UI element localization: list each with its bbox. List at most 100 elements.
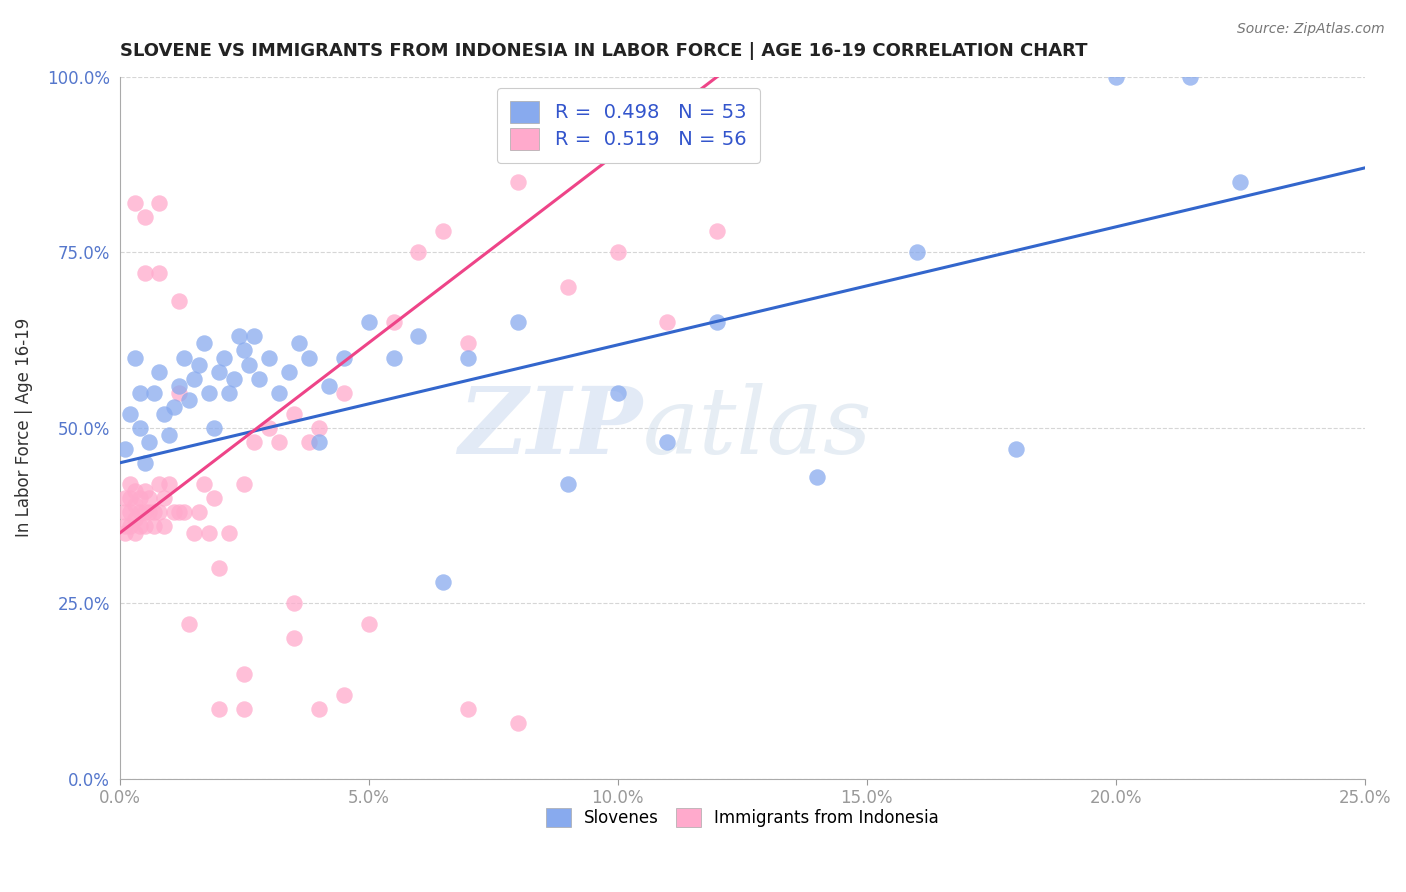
- Point: [706, 224, 728, 238]
- Point: [153, 491, 176, 505]
- Point: [114, 442, 136, 456]
- Point: [208, 701, 231, 715]
- Point: [153, 407, 176, 421]
- Point: [163, 400, 186, 414]
- Point: [1005, 442, 1028, 456]
- Point: [506, 175, 529, 189]
- Point: [128, 421, 150, 435]
- Point: [208, 561, 231, 575]
- Point: [432, 575, 454, 590]
- Point: [267, 434, 290, 449]
- Point: [138, 491, 160, 505]
- Point: [114, 505, 136, 519]
- Point: [233, 701, 256, 715]
- Text: SLOVENE VS IMMIGRANTS FROM INDONESIA IN LABOR FORCE | AGE 16-19 CORRELATION CHAR: SLOVENE VS IMMIGRANTS FROM INDONESIA IN …: [120, 42, 1087, 60]
- Point: [138, 434, 160, 449]
- Point: [208, 365, 231, 379]
- Point: [298, 351, 321, 365]
- Point: [233, 343, 256, 358]
- Point: [134, 483, 156, 498]
- Point: [657, 434, 679, 449]
- Point: [114, 526, 136, 541]
- Point: [506, 315, 529, 329]
- Point: [183, 526, 205, 541]
- Point: [382, 315, 405, 329]
- Point: [308, 434, 330, 449]
- Point: [157, 427, 180, 442]
- Point: [357, 315, 380, 329]
- Point: [198, 526, 221, 541]
- Text: Source: ZipAtlas.com: Source: ZipAtlas.com: [1237, 22, 1385, 37]
- Point: [143, 385, 166, 400]
- Point: [806, 470, 828, 484]
- Point: [298, 434, 321, 449]
- Point: [257, 421, 280, 435]
- Point: [179, 392, 201, 407]
- Point: [153, 519, 176, 533]
- Point: [148, 266, 170, 280]
- Point: [193, 336, 215, 351]
- Point: [382, 351, 405, 365]
- Point: [408, 329, 430, 343]
- Point: [128, 385, 150, 400]
- Point: [432, 224, 454, 238]
- Point: [124, 351, 146, 365]
- Point: [218, 385, 240, 400]
- Point: [124, 483, 146, 498]
- Point: [179, 617, 201, 632]
- Point: [408, 245, 430, 260]
- Text: atlas: atlas: [643, 383, 872, 473]
- Point: [1180, 70, 1202, 84]
- Point: [332, 688, 354, 702]
- Point: [606, 385, 628, 400]
- Point: [283, 407, 305, 421]
- Point: [706, 315, 728, 329]
- Point: [124, 526, 146, 541]
- Point: [134, 505, 156, 519]
- Point: [557, 477, 579, 491]
- Text: ZIP: ZIP: [458, 383, 643, 473]
- Point: [288, 336, 311, 351]
- Point: [188, 358, 211, 372]
- Point: [257, 351, 280, 365]
- Point: [657, 315, 679, 329]
- Point: [118, 491, 141, 505]
- Point: [118, 407, 141, 421]
- Point: [202, 421, 225, 435]
- Point: [267, 385, 290, 400]
- Point: [148, 477, 170, 491]
- Point: [173, 351, 195, 365]
- Point: [138, 505, 160, 519]
- Point: [283, 596, 305, 610]
- Point: [148, 505, 170, 519]
- Point: [243, 329, 266, 343]
- Point: [124, 196, 146, 211]
- Point: [332, 351, 354, 365]
- Point: [457, 701, 479, 715]
- Point: [134, 210, 156, 224]
- Point: [332, 385, 354, 400]
- Point: [124, 512, 146, 526]
- Point: [228, 329, 250, 343]
- Point: [114, 491, 136, 505]
- Point: [357, 617, 380, 632]
- Point: [238, 358, 260, 372]
- Point: [318, 378, 340, 392]
- Point: [506, 715, 529, 730]
- Point: [143, 519, 166, 533]
- Point: [457, 336, 479, 351]
- Point: [218, 526, 240, 541]
- Y-axis label: In Labor Force | Age 16-19: In Labor Force | Age 16-19: [15, 318, 32, 537]
- Point: [148, 365, 170, 379]
- Point: [212, 351, 235, 365]
- Point: [1229, 175, 1251, 189]
- Point: [134, 266, 156, 280]
- Point: [183, 371, 205, 385]
- Point: [118, 505, 141, 519]
- Point: [1105, 70, 1128, 84]
- Point: [128, 491, 150, 505]
- Point: [308, 701, 330, 715]
- Point: [457, 351, 479, 365]
- Point: [157, 477, 180, 491]
- Point: [134, 519, 156, 533]
